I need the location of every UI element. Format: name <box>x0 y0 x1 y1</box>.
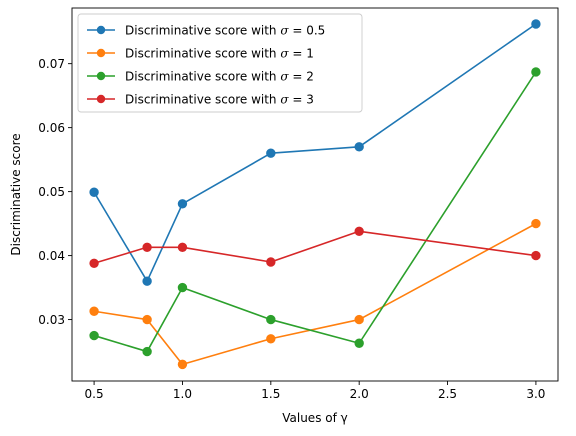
legend-label: Discriminative score with σ = 3 <box>125 92 314 106</box>
legend-marker <box>96 25 106 35</box>
x-tick-label: 3.0 <box>526 387 545 401</box>
legend-marker <box>96 48 106 58</box>
legend-label: Discriminative score with σ = 1 <box>125 46 314 60</box>
series-3 <box>89 67 541 357</box>
plot-area <box>89 19 541 370</box>
data-point <box>531 218 541 229</box>
data-point <box>531 19 541 29</box>
data-point <box>142 242 152 252</box>
x-tick-label: 1.5 <box>261 387 280 401</box>
series-line <box>93 71 537 353</box>
data-point <box>266 257 276 267</box>
x-tick-label: 1.0 <box>173 387 192 401</box>
data-point <box>531 67 541 77</box>
data-point <box>177 359 188 370</box>
legend-item: Discriminative score with σ = 3 <box>87 92 314 106</box>
data-point <box>177 199 188 209</box>
data-point <box>142 314 152 325</box>
legend-item: Discriminative score with σ = 1 <box>87 46 314 60</box>
series-line <box>93 230 537 265</box>
data-point <box>266 314 276 325</box>
x-tick-label: 2.0 <box>350 387 369 401</box>
data-point <box>266 148 276 158</box>
x-tick-label: 2.5 <box>438 387 457 401</box>
data-point <box>142 346 152 357</box>
y-tick-label: 0.07 <box>38 57 65 71</box>
y-tick-label: 0.05 <box>38 185 65 199</box>
data-point <box>354 338 364 348</box>
legend-label: Discriminative score with σ = 2 <box>125 69 314 83</box>
axes-frame <box>71 7 559 382</box>
data-point <box>89 330 99 341</box>
data-point <box>142 276 152 286</box>
x-axis-label: Values of γ <box>282 411 348 425</box>
legend-marker <box>96 94 106 104</box>
legend: Discriminative score with σ = 0.5 Discrim… <box>77 13 363 113</box>
legend-marker <box>96 71 106 81</box>
legend-label: Discriminative score with σ = 0.5 <box>125 23 325 37</box>
data-point <box>354 142 364 152</box>
data-point <box>89 306 99 316</box>
legend-box <box>77 13 363 113</box>
data-point <box>89 187 99 197</box>
data-point <box>531 250 541 261</box>
data-point <box>177 282 188 293</box>
series-line <box>93 23 537 282</box>
legend-item: Discriminative score with σ = 0.5 <box>87 23 325 37</box>
data-point <box>354 314 364 325</box>
y-tick-label: 0.03 <box>38 313 65 327</box>
data-point <box>177 242 188 252</box>
series-line <box>93 222 537 366</box>
y-tick-label: 0.06 <box>38 121 65 135</box>
axes: 0.5 1.0 1.5 2.0 2.5 3.0 0.03 0.04 0.05 0.06 0.07 Va… <box>9 7 559 425</box>
y-tick-label: 0.04 <box>38 249 65 263</box>
y-axis-label: Discriminative score <box>9 133 23 255</box>
x-tick-label: 0.5 <box>85 387 104 401</box>
data-point <box>354 226 364 236</box>
series-4 <box>89 226 541 268</box>
legend-item: Discriminative score with σ = 2 <box>87 69 314 83</box>
series-2 <box>89 218 541 370</box>
data-point <box>266 334 276 344</box>
series-1 <box>89 19 541 286</box>
data-point <box>89 258 99 268</box>
